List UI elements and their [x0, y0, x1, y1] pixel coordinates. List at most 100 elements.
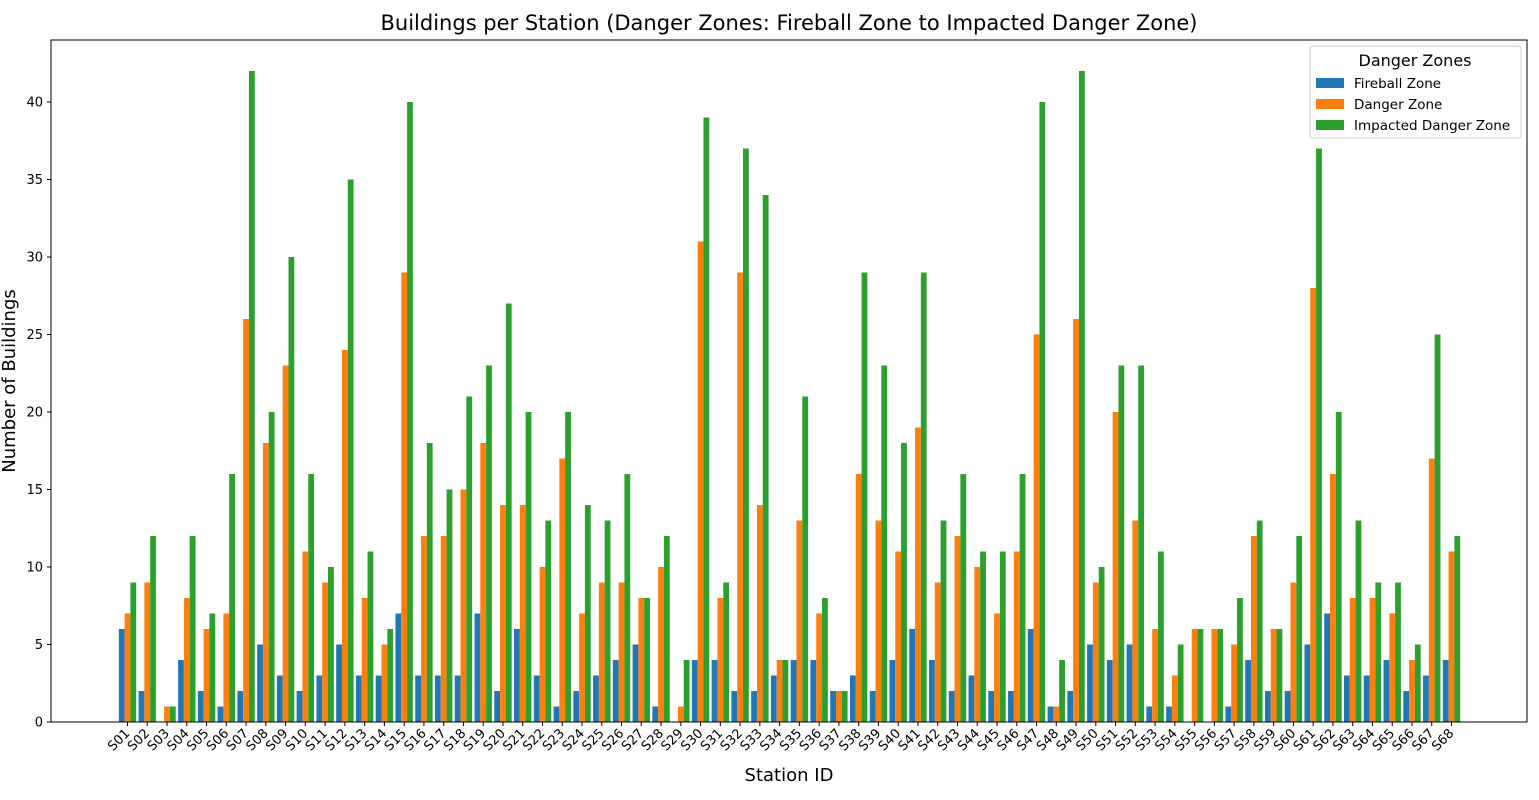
- bar: [1414, 644, 1421, 722]
- bar: [875, 520, 882, 722]
- bar: [624, 474, 631, 722]
- bar: [209, 613, 216, 722]
- bar: [915, 427, 921, 722]
- legend-items: Fireball Zone Danger Zone Impacted Danger …: [1316, 76, 1510, 134]
- bar: [217, 706, 224, 722]
- bar: [1310, 288, 1317, 722]
- bar: [460, 489, 467, 722]
- bar: [480, 443, 487, 722]
- bar: [836, 691, 842, 722]
- bar: [118, 629, 125, 722]
- bar: [1324, 613, 1331, 722]
- bar: [1355, 520, 1362, 722]
- bar: [691, 660, 698, 722]
- bar: [593, 675, 599, 722]
- legend-swatch: [1316, 120, 1344, 130]
- bar: [375, 675, 382, 722]
- bar: [1177, 644, 1184, 722]
- bar: [1166, 706, 1172, 722]
- bar: [1157, 551, 1164, 722]
- plot-frame: [50, 39, 1528, 723]
- bars-layer: [118, 71, 1461, 722]
- bar: [711, 660, 718, 722]
- y-tick-label: 25: [26, 328, 43, 343]
- bar: [988, 691, 995, 722]
- bar: [454, 675, 461, 722]
- bar: [743, 148, 749, 722]
- y-tick-label: 15: [26, 483, 43, 498]
- bar: [920, 272, 927, 722]
- bar: [796, 520, 803, 722]
- bar: [474, 613, 481, 722]
- bar: [336, 644, 342, 722]
- bar: [183, 598, 190, 722]
- bar: [1250, 536, 1257, 722]
- bar: [849, 675, 856, 722]
- bar: [1335, 412, 1342, 722]
- x-tick-label: S68: [1429, 726, 1457, 754]
- bar: [1395, 582, 1401, 722]
- bar: [1284, 691, 1291, 722]
- bar: [584, 505, 591, 722]
- bar: [124, 613, 131, 722]
- bar: [1225, 706, 1232, 722]
- bar: [1409, 660, 1415, 722]
- bar: [663, 536, 670, 722]
- bar: [387, 629, 394, 722]
- bar: [1375, 582, 1382, 722]
- bar: [855, 474, 862, 722]
- bar: [1126, 644, 1133, 722]
- bar: [1118, 365, 1125, 722]
- bar: [1138, 365, 1145, 722]
- bar: [770, 675, 777, 722]
- bar: [322, 582, 329, 722]
- bar: [1264, 691, 1271, 722]
- bar: [421, 536, 427, 722]
- y-tick-label: 35: [26, 173, 43, 188]
- bar: [980, 551, 986, 722]
- bar: [1027, 629, 1034, 722]
- bar: [296, 691, 303, 722]
- bar: [1304, 644, 1311, 722]
- bar: [302, 551, 309, 722]
- bar: [810, 660, 817, 722]
- bar: [1217, 629, 1224, 722]
- bar: [1434, 334, 1441, 722]
- bar: [130, 582, 137, 722]
- bar: [407, 102, 413, 722]
- bar: [881, 365, 888, 722]
- bar: [677, 706, 684, 722]
- series-danger-zone: [124, 241, 1455, 722]
- series-fireball-zone: [118, 613, 1449, 722]
- bar: [197, 691, 204, 722]
- bar: [525, 412, 532, 722]
- bar: [316, 675, 323, 722]
- series-impacted-danger-zone: [130, 71, 1461, 722]
- bar: [1087, 644, 1093, 722]
- bar: [737, 272, 743, 722]
- bar: [1231, 644, 1238, 722]
- bar: [1296, 536, 1303, 722]
- bar: [1033, 334, 1040, 722]
- bar: [341, 350, 348, 722]
- bar: [1211, 629, 1218, 722]
- bar: [466, 396, 473, 722]
- bar: [1290, 582, 1297, 722]
- bar: [361, 598, 368, 722]
- bar: [1428, 458, 1435, 722]
- bar: [1039, 102, 1046, 722]
- bar: [1078, 71, 1085, 722]
- bar: [1171, 675, 1178, 722]
- bar: [288, 257, 295, 722]
- bar: [169, 706, 176, 722]
- y-axis: 0 5 10 15 20 25 30 35 40: [26, 96, 51, 731]
- bar: [1073, 319, 1079, 722]
- bar: [1237, 598, 1243, 722]
- bar: [1349, 598, 1356, 722]
- bar: [618, 582, 625, 722]
- bar: [1270, 629, 1277, 722]
- bar: [395, 613, 402, 722]
- bar: [929, 660, 935, 722]
